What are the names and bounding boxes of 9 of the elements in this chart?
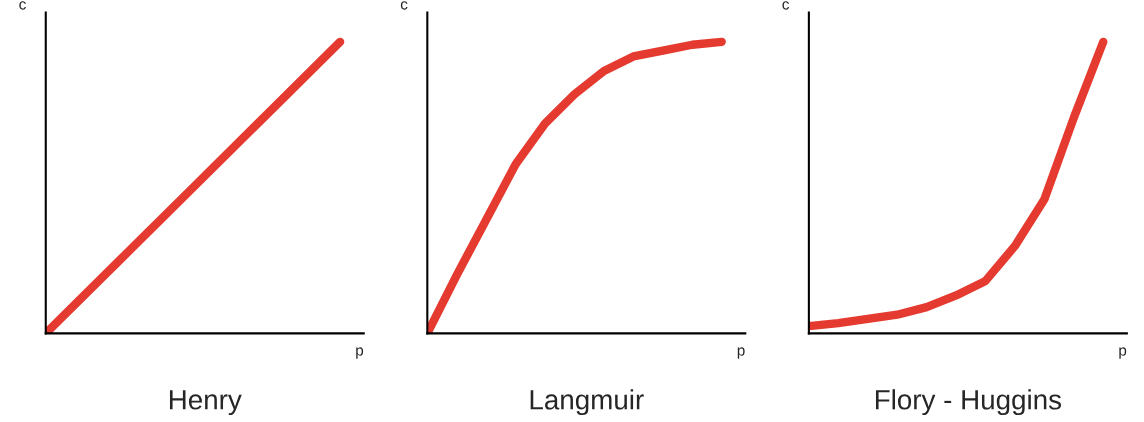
- text: Flory - Huggins: [875, 389, 1062, 416]
- text: Langmuir: [530, 389, 644, 416]
- y-axis-title: c: [400, 1, 408, 10]
- x-axis-title: p: [1119, 347, 1127, 359]
- text: Henry: [169, 390, 242, 416]
- y-axis-title: c: [19, 1, 26, 10]
- y-axis-title: c: [782, 1, 790, 10]
- x-axis-title: p: [737, 347, 745, 359]
- x-axis-title: p: [356, 347, 364, 359]
